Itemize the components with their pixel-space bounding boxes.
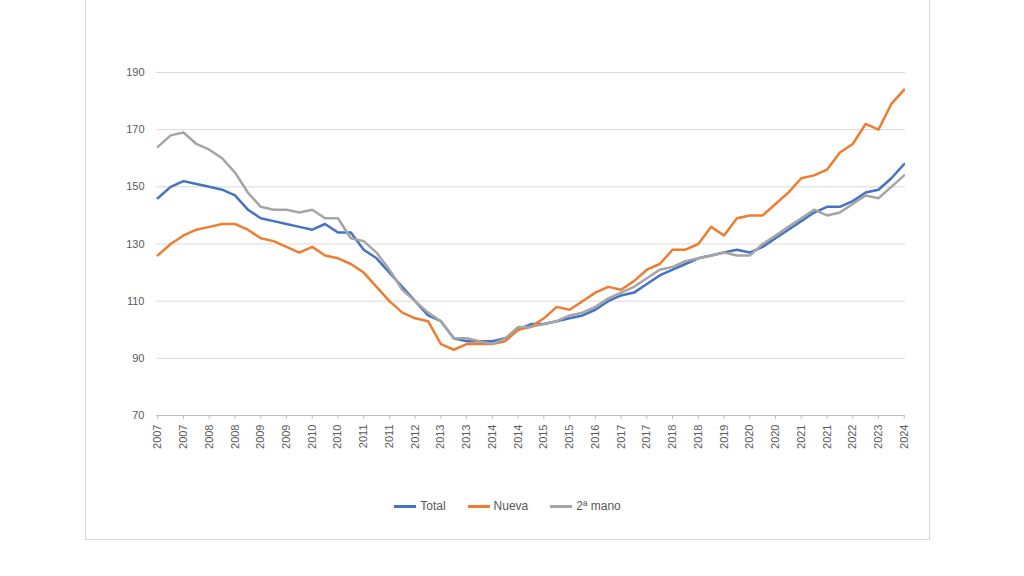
svg-text:2007: 2007 <box>151 425 163 449</box>
svg-text:2011: 2011 <box>383 425 395 449</box>
svg-text:2010: 2010 <box>331 425 343 449</box>
svg-text:2012: 2012 <box>409 425 421 449</box>
svg-text:2015: 2015 <box>537 425 549 449</box>
svg-text:2023: 2023 <box>872 425 884 449</box>
svg-text:130: 130 <box>126 238 144 250</box>
svg-text:190: 190 <box>126 66 144 78</box>
svg-text:2013: 2013 <box>460 425 472 449</box>
svg-text:2009: 2009 <box>280 425 292 449</box>
svg-text:170: 170 <box>126 123 144 135</box>
svg-text:2017: 2017 <box>640 425 652 449</box>
svg-text:2020: 2020 <box>743 425 755 449</box>
svg-text:2008: 2008 <box>203 425 215 449</box>
svg-text:2022: 2022 <box>846 425 858 449</box>
svg-text:2017: 2017 <box>615 425 627 449</box>
svg-text:2021: 2021 <box>821 425 833 449</box>
svg-text:90: 90 <box>132 352 144 364</box>
svg-text:2014: 2014 <box>512 425 524 449</box>
svg-text:2008: 2008 <box>229 425 241 449</box>
svg-text:2018: 2018 <box>666 425 678 449</box>
svg-text:2014: 2014 <box>486 425 498 449</box>
svg-text:2021: 2021 <box>795 425 807 449</box>
svg-text:2013: 2013 <box>434 425 446 449</box>
svg-text:2019: 2019 <box>718 425 730 449</box>
svg-text:2016: 2016 <box>589 425 601 449</box>
svg-text:2018: 2018 <box>692 425 704 449</box>
svg-text:2024: 2024 <box>898 425 910 449</box>
html-text:Total: Total <box>420 499 446 513</box>
html-text:Nueva: Nueva <box>493 499 529 513</box>
svg-text:150: 150 <box>126 180 144 192</box>
svg-text:2010: 2010 <box>306 425 318 449</box>
svg-text:2020: 2020 <box>769 425 781 449</box>
svg-text:2009: 2009 <box>254 425 266 449</box>
svg-text:2011: 2011 <box>357 425 369 449</box>
html-text:2ª mano: 2ª mano <box>576 499 621 513</box>
svg-text:2015: 2015 <box>563 425 575 449</box>
svg-text:70: 70 <box>132 409 144 421</box>
svg-text:2007: 2007 <box>177 425 189 449</box>
svg-text:110: 110 <box>127 295 145 307</box>
